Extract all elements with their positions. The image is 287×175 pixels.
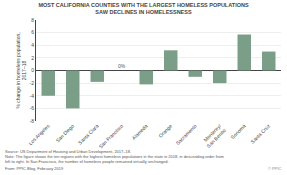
svg-text:4: 4	[31, 42, 34, 48]
svg-text:Source: US Department of Housi: Source: US Department of Housing and Urb…	[5, 149, 224, 164]
svg-text:0: 0	[31, 67, 34, 73]
svg-text:6: 6	[31, 29, 34, 35]
svg-text:Santa Clara: Santa Clara	[77, 123, 100, 146]
svg-text:8: 8	[31, 17, 34, 23]
svg-text:Alameda: Alameda	[131, 123, 149, 141]
svg-text:© PPIC: © PPIC	[268, 166, 282, 171]
svg-text:0%: 0%	[118, 63, 126, 69]
svg-text:Orange: Orange	[157, 123, 173, 139]
svg-text:-6: -6	[30, 105, 35, 111]
svg-text:-4: -4	[30, 93, 35, 99]
svg-text:Monterey/San Benito: Monterey/San Benito	[201, 122, 228, 149]
svg-text:-8: -8	[30, 118, 35, 124]
svg-text:MOST CALIFORNIA COUNTIES WITH: MOST CALIFORNIA COUNTIES WITH THE LARGES…	[38, 2, 249, 15]
svg-text:2: 2	[31, 55, 34, 61]
svg-text:Sonoma: Sonoma	[229, 123, 247, 141]
svg-text:% change in homeless populatio: % change in homeless population,2017–18	[15, 32, 28, 108]
svg-text:Los Angeles: Los Angeles	[27, 122, 51, 146]
svg-text:-2: -2	[30, 80, 35, 86]
svg-text:From: PPIC Blog, February 2019: From: PPIC Blog, February 2019	[5, 166, 64, 171]
svg-text:Sacramento: Sacramento	[174, 123, 197, 146]
svg-text:San Francisco: San Francisco	[97, 123, 124, 150]
svg-text:Santa Cruz: Santa Cruz	[249, 122, 271, 144]
svg-text:San Diego: San Diego	[54, 123, 75, 144]
